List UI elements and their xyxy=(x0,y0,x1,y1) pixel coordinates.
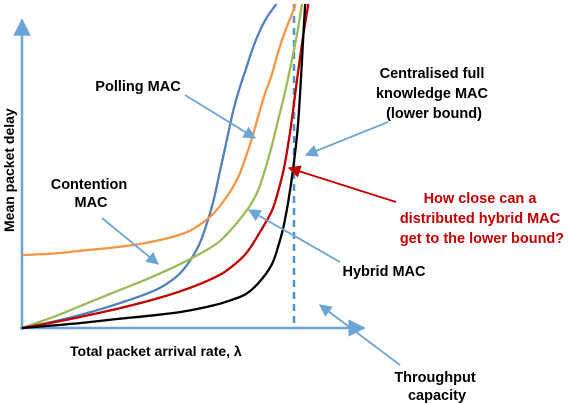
series-line-distributed-hybrid xyxy=(21,3,310,330)
contention-label: Contention MAC xyxy=(51,177,132,211)
polling-label: Polling MAC xyxy=(95,79,181,95)
annotation-arrows xyxy=(101,94,401,366)
throughput-arrow xyxy=(318,304,401,366)
x-axis-label: Total packet arrival rate, λ xyxy=(70,343,242,359)
y-axis-label: Mean packet delay xyxy=(1,108,17,232)
series-group xyxy=(21,3,310,330)
centralised-label: Centralised full knowledge MAC (lower bo… xyxy=(376,66,492,122)
contention-arrow xyxy=(101,217,159,265)
series-line-centralised xyxy=(21,3,307,330)
question-arrow xyxy=(287,165,397,203)
axes xyxy=(13,18,366,337)
throughput-label: Throughput capacity xyxy=(394,370,479,404)
series-line-contention xyxy=(21,3,297,257)
series-line-polling xyxy=(21,3,278,330)
hybrid-arrow xyxy=(247,209,341,263)
hybrid-label: Hybrid MAC xyxy=(343,264,427,280)
question-label: How close can a distributed hybrid MAC g… xyxy=(400,191,564,247)
centralised-arrow xyxy=(304,121,389,157)
polling-arrow xyxy=(184,94,257,139)
series-line-hybrid xyxy=(21,3,304,330)
